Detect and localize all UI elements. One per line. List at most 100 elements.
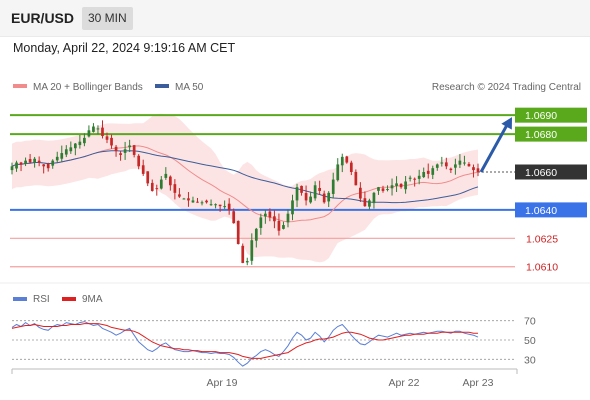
candle	[399, 183, 403, 189]
candle	[259, 213, 263, 235]
candle	[273, 210, 276, 229]
candle-body	[345, 156, 349, 163]
candle-body	[241, 245, 245, 263]
candle-body	[413, 178, 417, 180]
rsi-legend-swatch	[13, 297, 27, 301]
candle	[51, 159, 55, 169]
candle-body	[150, 182, 154, 191]
candle	[110, 134, 113, 149]
candle	[146, 171, 150, 187]
candle	[291, 194, 294, 221]
candle-body	[187, 198, 190, 201]
candle-body	[10, 166, 14, 171]
candle-body	[205, 200, 208, 203]
candle-body	[209, 204, 213, 206]
candle-body	[141, 165, 145, 174]
candle	[309, 191, 312, 204]
candle-body	[200, 202, 204, 204]
candle-body	[349, 162, 353, 172]
resistance-tag-label: 1.0690	[525, 110, 557, 122]
resistance-tag-bg	[515, 126, 587, 142]
candle-body	[42, 164, 46, 167]
candle-body	[110, 137, 113, 146]
candle-body	[372, 192, 376, 204]
chart-credit: Research © 2024 Trading Central	[432, 82, 581, 93]
candle-body	[422, 172, 426, 178]
candle	[87, 125, 91, 138]
candle	[128, 139, 131, 153]
candle	[431, 165, 435, 180]
candle	[318, 180, 322, 195]
candle	[372, 191, 376, 209]
candle	[232, 208, 236, 224]
candle	[327, 191, 331, 208]
rsi-ma-legend-label: 9MA	[82, 294, 103, 305]
candle-body	[123, 149, 127, 153]
candle	[390, 178, 394, 196]
candle-body	[137, 155, 141, 167]
candle-body	[295, 187, 299, 201]
candle-body	[476, 168, 480, 172]
candle-body	[359, 187, 362, 199]
candle	[440, 156, 444, 167]
candle-body	[327, 192, 331, 202]
candle	[359, 182, 362, 202]
candle-body	[408, 177, 412, 179]
candle-body	[273, 216, 276, 222]
chart-datetime: Monday, April 22, 2024 9:19:16 AM CET	[13, 41, 236, 55]
candle	[101, 120, 104, 139]
current-price-tag: 1.0660	[515, 164, 587, 180]
candle-body	[268, 211, 272, 218]
candle	[363, 191, 367, 207]
candle	[159, 176, 163, 190]
candle	[218, 204, 222, 212]
candle	[245, 257, 249, 266]
candle	[408, 175, 412, 182]
candle	[164, 167, 168, 180]
candle	[395, 176, 398, 193]
candle-body	[368, 200, 371, 207]
candle	[241, 243, 245, 264]
candle	[83, 133, 86, 147]
rsi-series-9ma	[11, 323, 478, 359]
candle	[223, 200, 226, 209]
candle	[349, 160, 353, 176]
support-label-1.0610: 1.0610	[526, 262, 558, 274]
candle-body	[259, 217, 263, 228]
support-tag-bg	[515, 202, 587, 218]
candle	[345, 155, 349, 164]
candle-body	[227, 203, 231, 210]
candle	[286, 209, 290, 228]
candle	[300, 185, 303, 196]
candle-body	[395, 183, 398, 186]
candle	[322, 190, 326, 204]
timeframe-badge[interactable]: 30 MIN	[82, 7, 133, 30]
candle-body	[386, 189, 389, 191]
candle	[449, 167, 453, 173]
candle	[73, 142, 77, 156]
candle-body	[340, 156, 344, 166]
candle	[426, 163, 430, 179]
candle-body	[399, 183, 403, 188]
candle	[313, 181, 317, 201]
candle	[37, 156, 41, 167]
candle-body	[318, 187, 322, 191]
candle-body	[250, 240, 254, 261]
candle	[386, 185, 389, 192]
candle-body	[404, 181, 407, 190]
candle-body	[463, 162, 466, 164]
candle-body	[454, 164, 457, 168]
currency-pair-title: EUR/USD	[11, 10, 75, 26]
candle	[435, 163, 439, 171]
candle-body	[336, 164, 340, 181]
x-tick-apr-22: Apr 22	[389, 377, 420, 389]
candle	[78, 134, 82, 149]
candle	[137, 154, 141, 170]
candle-body	[28, 159, 32, 163]
candle-body	[92, 126, 95, 132]
candle-body	[83, 137, 86, 144]
candle-body	[178, 194, 181, 197]
candle-body	[390, 185, 394, 189]
current-price-tag-bg	[515, 164, 587, 180]
top-bar: EUR/USD 30 MIN	[0, 0, 590, 37]
